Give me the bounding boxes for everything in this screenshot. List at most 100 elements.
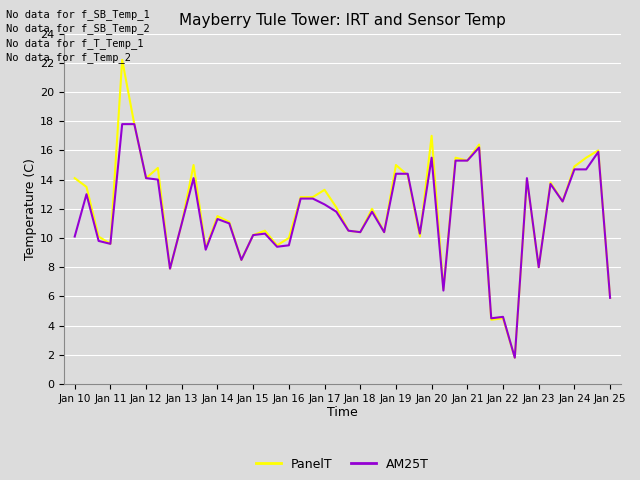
AM25T [511, 355, 518, 360]
PanelT [118, 57, 126, 63]
AM25T [392, 171, 400, 177]
AM25T [499, 314, 507, 320]
AM25T [547, 181, 554, 187]
Text: No data for f_SB_Temp_2: No data for f_SB_Temp_2 [6, 23, 150, 34]
AM25T [214, 216, 221, 222]
PanelT [142, 175, 150, 181]
PanelT [392, 162, 400, 168]
AM25T [559, 199, 566, 204]
PanelT [95, 234, 102, 240]
PanelT [404, 172, 412, 178]
AM25T [428, 155, 435, 161]
PanelT [380, 229, 388, 235]
Text: No data for f_Temp_2: No data for f_Temp_2 [6, 52, 131, 63]
PanelT [237, 257, 245, 263]
PanelT [499, 315, 507, 321]
AM25T [261, 231, 269, 237]
PanelT [428, 133, 435, 139]
AM25T [166, 266, 174, 272]
PanelT [297, 194, 305, 200]
PanelT [582, 155, 590, 161]
AM25T [71, 234, 79, 240]
PanelT [166, 266, 174, 272]
PanelT [344, 228, 352, 234]
AM25T [440, 288, 447, 293]
AM25T [595, 149, 602, 155]
PanelT [606, 295, 614, 301]
PanelT [333, 204, 340, 210]
PanelT [214, 213, 221, 219]
X-axis label: Time: Time [327, 407, 358, 420]
AM25T [452, 158, 460, 164]
PanelT [261, 228, 269, 234]
AM25T [416, 231, 424, 237]
PanelT [106, 241, 114, 247]
AM25T [273, 244, 281, 250]
PanelT [440, 286, 447, 292]
AM25T [582, 167, 590, 172]
Text: No data for f_T_Temp_1: No data for f_T_Temp_1 [6, 37, 144, 48]
Legend: PanelT, AM25T: PanelT, AM25T [251, 453, 434, 476]
PanelT [595, 147, 602, 153]
PanelT [285, 235, 292, 241]
AM25T [95, 238, 102, 244]
PanelT [250, 232, 257, 238]
PanelT [535, 264, 543, 270]
PanelT [463, 158, 471, 164]
AM25T [297, 196, 305, 202]
PanelT [488, 317, 495, 323]
AM25T [476, 144, 483, 150]
AM25T [237, 257, 245, 263]
PanelT [452, 155, 460, 161]
AM25T [368, 209, 376, 215]
PanelT [178, 220, 186, 226]
AM25T [118, 121, 126, 127]
AM25T [404, 171, 412, 177]
AM25T [154, 177, 162, 182]
AM25T [380, 229, 388, 235]
AM25T [250, 232, 257, 238]
AM25T [535, 264, 543, 270]
AM25T [309, 196, 317, 202]
Text: No data for f_SB_Temp_1: No data for f_SB_Temp_1 [6, 9, 150, 20]
AM25T [225, 220, 233, 226]
Y-axis label: Temperature (C): Temperature (C) [24, 158, 37, 260]
AM25T [356, 229, 364, 235]
PanelT [189, 162, 197, 168]
AM25T [344, 228, 352, 234]
PanelT [523, 177, 531, 182]
AM25T [106, 241, 114, 247]
PanelT [202, 245, 209, 251]
PanelT [356, 229, 364, 235]
AM25T [488, 315, 495, 321]
Title: Mayberry Tule Tower: IRT and Sensor Temp: Mayberry Tule Tower: IRT and Sensor Temp [179, 13, 506, 28]
AM25T [178, 220, 186, 226]
AM25T [321, 202, 328, 207]
AM25T [523, 175, 531, 181]
AM25T [142, 175, 150, 181]
Line: AM25T: AM25T [75, 124, 610, 358]
AM25T [83, 192, 90, 197]
AM25T [333, 209, 340, 215]
PanelT [547, 180, 554, 185]
PanelT [511, 355, 518, 360]
AM25T [285, 242, 292, 248]
PanelT [225, 219, 233, 225]
PanelT [154, 165, 162, 171]
AM25T [570, 167, 578, 172]
PanelT [416, 234, 424, 240]
PanelT [83, 184, 90, 190]
AM25T [606, 295, 614, 301]
AM25T [463, 158, 471, 164]
Line: PanelT: PanelT [75, 60, 610, 358]
PanelT [368, 206, 376, 212]
AM25T [131, 121, 138, 127]
PanelT [321, 187, 328, 192]
PanelT [71, 175, 79, 181]
PanelT [570, 164, 578, 169]
PanelT [559, 199, 566, 204]
PanelT [273, 242, 281, 248]
PanelT [309, 194, 317, 200]
AM25T [202, 247, 209, 252]
AM25T [189, 175, 197, 181]
